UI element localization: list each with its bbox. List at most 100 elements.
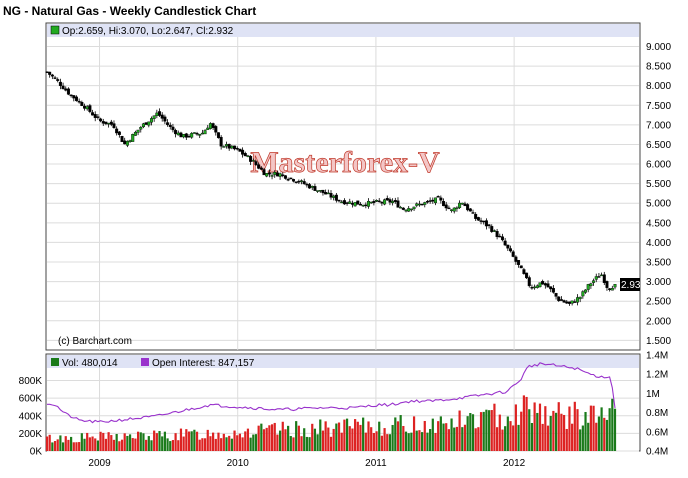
volume-bar bbox=[501, 429, 504, 451]
volume-bar bbox=[48, 434, 51, 451]
volume-bar bbox=[378, 421, 381, 451]
volume-bar bbox=[265, 427, 268, 451]
candle-body bbox=[417, 203, 421, 206]
candle-body bbox=[155, 112, 159, 116]
candle-body bbox=[310, 186, 314, 188]
candle-body bbox=[91, 112, 95, 116]
volume-bar bbox=[203, 438, 207, 451]
price-panel[interactable] bbox=[45, 22, 641, 351]
candle-body bbox=[219, 136, 223, 147]
volume-bar bbox=[439, 416, 442, 451]
candle-body bbox=[251, 160, 255, 162]
volume-bar bbox=[118, 441, 121, 451]
volume-bar bbox=[568, 406, 571, 451]
candle-body bbox=[107, 122, 111, 125]
candle-body bbox=[195, 133, 199, 135]
candle-body bbox=[404, 209, 408, 212]
candle-body bbox=[308, 184, 312, 189]
candle-body bbox=[235, 147, 239, 150]
volume-bar bbox=[340, 432, 343, 451]
volume-bar bbox=[608, 408, 611, 451]
candle-body bbox=[192, 132, 196, 134]
volume-bar bbox=[134, 438, 137, 451]
candle-body bbox=[452, 207, 456, 212]
candle-body bbox=[600, 274, 604, 277]
volume-bar bbox=[490, 410, 493, 451]
candle-body bbox=[278, 173, 282, 177]
volume-bar bbox=[305, 436, 308, 451]
price-tick-label: 9.000 bbox=[646, 42, 671, 53]
candle-body bbox=[409, 208, 413, 211]
volume-bar bbox=[351, 428, 354, 451]
candle-body bbox=[318, 190, 322, 192]
volume-bar bbox=[477, 427, 480, 451]
volume-bar bbox=[171, 440, 175, 451]
volume-bar bbox=[112, 439, 116, 451]
volume-bar bbox=[268, 425, 271, 451]
volume-bar bbox=[487, 410, 491, 451]
candle-body bbox=[396, 200, 400, 208]
volume-bar bbox=[177, 440, 180, 451]
volume-bar bbox=[391, 424, 394, 451]
price-tick-label: 4.000 bbox=[646, 238, 671, 249]
volume-bar bbox=[447, 429, 450, 451]
volume-bar bbox=[201, 438, 204, 451]
candle-body bbox=[246, 155, 250, 157]
volume-bar bbox=[273, 422, 276, 451]
volume-bar bbox=[300, 436, 303, 451]
volume-bar bbox=[394, 417, 397, 451]
candle-body bbox=[385, 198, 389, 201]
volume-bar bbox=[370, 427, 373, 451]
candle-body bbox=[125, 141, 129, 146]
volume-bar bbox=[420, 432, 424, 451]
candle-body bbox=[581, 291, 585, 297]
volume-bar bbox=[412, 416, 416, 451]
volume-bar bbox=[584, 411, 587, 451]
volume-bar bbox=[102, 432, 105, 451]
volume-bar bbox=[611, 398, 614, 451]
volume-bar bbox=[383, 428, 386, 451]
candle-body bbox=[575, 297, 579, 303]
volume-bar bbox=[244, 431, 247, 451]
candle-body bbox=[74, 96, 78, 102]
candlesticks bbox=[45, 71, 617, 306]
candle-body bbox=[525, 272, 529, 279]
candle-body bbox=[479, 220, 483, 222]
candle-body bbox=[597, 276, 601, 278]
open-interest-tick-label: 0.6M bbox=[646, 427, 668, 438]
volume-bar bbox=[276, 434, 279, 451]
volume-bar bbox=[565, 428, 568, 451]
candle-body bbox=[460, 202, 464, 205]
volume-bar bbox=[75, 442, 78, 451]
candle-body bbox=[112, 123, 116, 128]
volume-bar bbox=[396, 421, 400, 451]
volume-bar bbox=[56, 439, 59, 451]
candle-body bbox=[99, 118, 103, 122]
candle-body bbox=[241, 149, 245, 155]
volume-bar bbox=[442, 423, 445, 451]
volume-bar bbox=[404, 431, 408, 451]
candle-body bbox=[208, 123, 212, 129]
candle-body bbox=[144, 122, 148, 125]
candle-body bbox=[321, 189, 325, 194]
volume-bar bbox=[592, 405, 595, 451]
candle-body bbox=[123, 140, 127, 145]
candle-body bbox=[439, 197, 443, 201]
candle-body bbox=[557, 296, 561, 301]
candle-body bbox=[88, 105, 92, 112]
candle-body bbox=[383, 199, 387, 205]
watermark: Masterforex-V bbox=[250, 146, 440, 179]
candle-body bbox=[578, 296, 582, 300]
candle-body bbox=[216, 132, 220, 139]
volume-tick-label: 0K bbox=[30, 447, 43, 458]
candle-body bbox=[267, 172, 271, 175]
candle-body bbox=[160, 114, 164, 119]
candle-body bbox=[96, 116, 100, 118]
volume-bars bbox=[45, 395, 617, 451]
candle-body bbox=[573, 301, 577, 303]
candle-body bbox=[586, 284, 590, 290]
volume-bar bbox=[292, 437, 295, 451]
volume-bar bbox=[321, 430, 325, 451]
volume-bar bbox=[410, 432, 413, 451]
volume-bar bbox=[595, 422, 598, 451]
